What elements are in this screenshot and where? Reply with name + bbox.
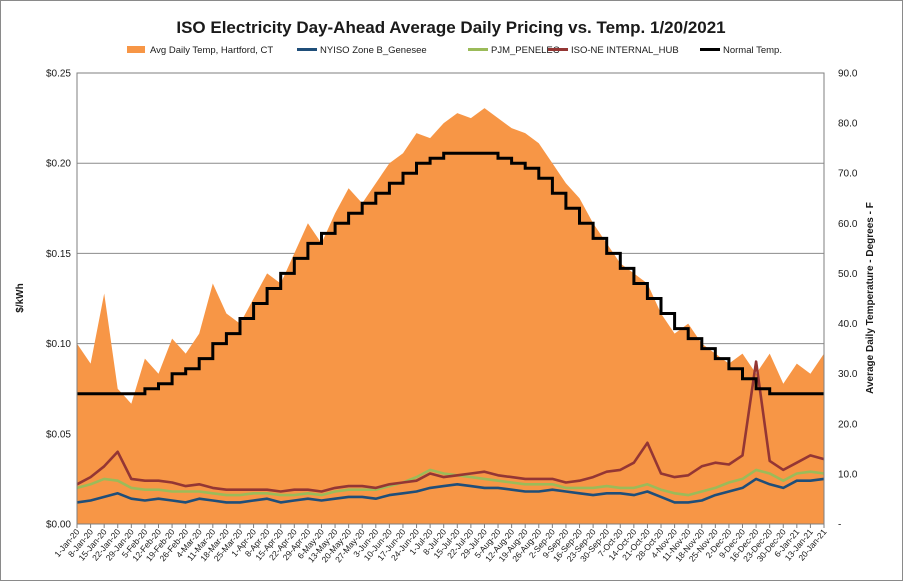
- legend-label: Avg Daily Temp, Hartford, CT: [150, 45, 273, 56]
- left-axis: $0.00 $0.05 $0.10 $0.15 $0.20 $0.25: [46, 69, 71, 531]
- y-tick-label: $0.25: [46, 69, 71, 80]
- y-axis-title: $/kWh: [15, 283, 26, 312]
- right-axis: - 10.0 20.0 30.0 40.0 50.0 60.0 70.0 80.0 90.0: [838, 69, 858, 531]
- series-area-temp: [77, 108, 824, 524]
- y2-tick-label: 10.0: [838, 469, 858, 480]
- legend-label: ISO-NE INTERNAL_HUB: [571, 45, 679, 56]
- series-line-2: [76, 468, 825, 497]
- y2-tick-label: 20.0: [838, 419, 858, 430]
- series-line-normal-temp: [77, 151, 824, 396]
- y2-tick-label: 50.0: [838, 269, 858, 280]
- legend-swatch: [127, 46, 145, 53]
- series-layer: [76, 108, 825, 524]
- y2-tick-label: 80.0: [838, 119, 858, 130]
- plot-border: [76, 72, 825, 525]
- y2-tick-label: -: [838, 520, 841, 531]
- legend-label: PJM_PENELEC: [491, 45, 560, 56]
- chart-title: ISO Electricity Day-Ahead Average Daily …: [176, 18, 725, 37]
- y-tick-label: $0.10: [46, 339, 71, 350]
- y2-tick-label: 30.0: [838, 369, 858, 380]
- legend: Avg Daily Temp, Hartford, CT NYISO Zone B…: [127, 45, 782, 56]
- y2-tick-label: 70.0: [838, 169, 858, 180]
- series-line-3: [76, 360, 825, 493]
- y-tick-label: $0.15: [46, 249, 71, 260]
- y2-tick-label: 40.0: [838, 319, 858, 330]
- x-axis: 1-Jan-208-Jan-2015-Jan-2022-Jan-2029-Jan…: [52, 524, 829, 564]
- y-tick-label: $0.20: [46, 159, 71, 170]
- y-tick-label: $0.00: [46, 520, 71, 531]
- y2-axis-title: Average Daily Temperature - Degrees - F: [865, 202, 876, 394]
- legend-label: Normal Temp.: [723, 45, 782, 56]
- legend-label: NYISO Zone B_Genesee: [320, 45, 427, 56]
- series-line-1: [76, 477, 825, 504]
- y-tick-label: $0.05: [46, 429, 71, 440]
- y2-tick-label: 90.0: [838, 69, 858, 80]
- y2-tick-label: 60.0: [838, 219, 858, 230]
